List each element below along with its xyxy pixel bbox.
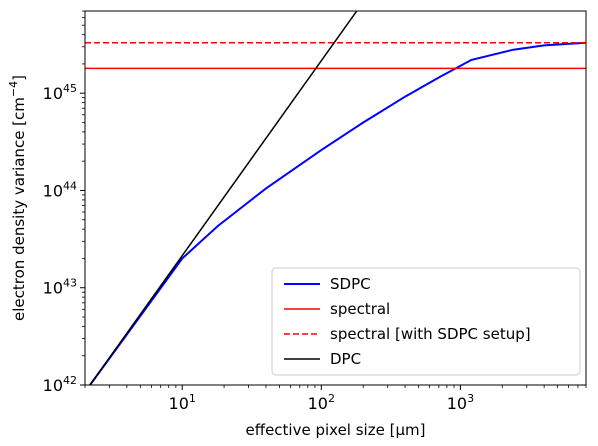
y-tick-label: 1042 bbox=[43, 374, 77, 395]
legend-label: spectral bbox=[330, 300, 390, 318]
x-axis-label: effective pixel size [µm] bbox=[246, 421, 426, 439]
legend-box bbox=[271, 267, 581, 376]
plot-frame bbox=[84, 10, 587, 386]
y-tick-label: 1044 bbox=[43, 179, 77, 200]
series-layer bbox=[85, 11, 586, 385]
y-tick-label: 1043 bbox=[43, 277, 77, 298]
x-tick-label: 101 bbox=[169, 392, 196, 413]
x-tick-label: 102 bbox=[308, 392, 335, 413]
legend-label: SDPC bbox=[330, 275, 371, 293]
y-tick-label: 1045 bbox=[43, 82, 77, 103]
ticks-layer: 101 102 103 1042 1043 1044 1045 bbox=[43, 10, 587, 413]
legend: SDPC spectral spectral [with SDPC setup] DP… bbox=[271, 267, 581, 376]
y-axis-label-main: electron density variance [cm bbox=[10, 97, 28, 321]
y-axis-label-exponent: −4 bbox=[7, 81, 20, 97]
legend-label: spectral [with SDPC setup] bbox=[330, 325, 531, 343]
series-line-sdpc bbox=[88, 41, 586, 385]
y-axis-label: electron density variance [cm−4] bbox=[7, 75, 28, 321]
series-line-dpc bbox=[89, 11, 358, 385]
y-axis-label-close: ] bbox=[10, 75, 28, 81]
legend-label: DPC bbox=[330, 350, 361, 368]
x-tick-label: 103 bbox=[447, 392, 474, 413]
